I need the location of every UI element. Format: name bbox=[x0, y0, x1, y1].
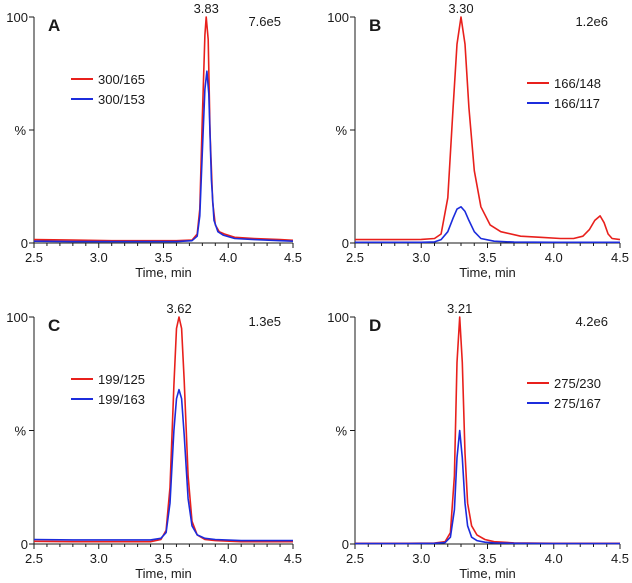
x-tick-label: 2.5 bbox=[25, 551, 43, 566]
legend-label: 199/163 bbox=[98, 392, 145, 407]
legend-label: 166/117 bbox=[554, 96, 600, 111]
y-tick-label: 0 bbox=[21, 537, 28, 552]
axes-frame bbox=[33, 317, 293, 545]
legend-label: 166/148 bbox=[554, 76, 601, 91]
y-axis-label: % bbox=[14, 424, 26, 439]
x-tick-label: 4.5 bbox=[611, 250, 629, 265]
panel-letter: D bbox=[369, 316, 381, 335]
series-line-166-148 bbox=[355, 16, 621, 241]
axes-frame bbox=[354, 17, 620, 244]
series-line-275-167 bbox=[355, 429, 620, 545]
x-tick-label: 2.5 bbox=[346, 250, 364, 265]
series-line-300-165 bbox=[33, 16, 294, 242]
peak-label: 3.62 bbox=[166, 301, 191, 316]
x-tick-label: 2.5 bbox=[346, 551, 364, 566]
panel-c: 2.5 3.0 3.5 4.0 4.5 0% 100 Time, min C 1.3e5 3.62 1… bbox=[6, 301, 302, 581]
y-tick-label: 100 bbox=[327, 10, 349, 25]
y-axis-label: % bbox=[335, 424, 347, 439]
series-line-199-125 bbox=[33, 316, 293, 543]
x-tick-label: 4.5 bbox=[284, 250, 302, 265]
y-tick-label: 0 bbox=[21, 236, 28, 251]
x-tick-label: 4.0 bbox=[219, 250, 237, 265]
panel-letter: C bbox=[48, 316, 60, 335]
panel-a: 2.5 3.0 3.5 4.0 4.5 0% 100 Time, min A 7.6e5 3.83 3… bbox=[6, 1, 302, 280]
panel-letter: B bbox=[369, 16, 381, 35]
y-axis-label: % bbox=[14, 123, 26, 138]
x-tick-label: 3.0 bbox=[412, 551, 430, 566]
x-axis-label: Time, min bbox=[459, 265, 516, 280]
x-tick-label: 4.0 bbox=[219, 551, 237, 566]
x-tick-label: 3.5 bbox=[478, 250, 496, 265]
y-tick-label: 0 bbox=[342, 537, 349, 552]
y-axis-label: % bbox=[335, 123, 347, 138]
peak-label: 3.83 bbox=[194, 1, 219, 16]
x-tick-label: 2.5 bbox=[25, 250, 43, 265]
y-tick-label: 100 bbox=[327, 310, 349, 325]
x-tick-label: 3.5 bbox=[154, 551, 172, 566]
x-axis-label: Time, min bbox=[135, 566, 192, 581]
peak-label: 3.21 bbox=[447, 301, 472, 316]
intensity-label: 1.2e6 bbox=[575, 14, 608, 29]
axes-frame bbox=[33, 17, 293, 244]
legend-label: 199/125 bbox=[98, 372, 145, 387]
x-tick-label: 4.5 bbox=[284, 551, 302, 566]
series-line-199-163 bbox=[33, 388, 293, 542]
intensity-label: 7.6e5 bbox=[248, 14, 281, 29]
legend-label: 300/153 bbox=[98, 92, 145, 107]
x-tick-label: 3.0 bbox=[90, 551, 108, 566]
x-tick-label: 3.0 bbox=[90, 250, 108, 265]
panel-letter: A bbox=[48, 16, 60, 35]
intensity-label: 4.2e6 bbox=[575, 314, 608, 329]
x-tick-label: 3.5 bbox=[154, 250, 172, 265]
y-tick-label: 100 bbox=[6, 10, 28, 25]
intensity-label: 1.3e5 bbox=[248, 314, 281, 329]
x-axis-label: Time, min bbox=[135, 265, 192, 280]
x-tick-label: 4.5 bbox=[611, 551, 629, 566]
x-tick-label: 3.0 bbox=[412, 250, 430, 265]
legend-label: 300/165 bbox=[98, 72, 145, 87]
x-tick-label: 4.0 bbox=[545, 250, 563, 265]
series-line-275-230 bbox=[355, 316, 620, 545]
axes-frame bbox=[354, 317, 620, 545]
x-axis-label: Time, min bbox=[459, 566, 516, 581]
series-line-300-153 bbox=[33, 70, 294, 243]
panel-b: 2.5 3.0 3.5 4.0 4.5 0% 100 Time, min B 1.2e6 3.30 1… bbox=[327, 1, 629, 280]
x-tick-label: 3.5 bbox=[478, 551, 496, 566]
legend-label: 275/230 bbox=[554, 376, 601, 391]
panel-d: 2.5 3.0 3.5 4.0 4.5 0% 100 Time, min D 4.2e6 3.21 2… bbox=[327, 301, 629, 581]
y-tick-label: 100 bbox=[6, 310, 28, 325]
series-line-166-117 bbox=[355, 206, 620, 244]
legend-label: 275/167 bbox=[554, 396, 601, 411]
peak-label: 3.30 bbox=[448, 1, 473, 16]
y-tick-label: 0 bbox=[342, 236, 349, 251]
x-tick-label: 4.0 bbox=[545, 551, 563, 566]
